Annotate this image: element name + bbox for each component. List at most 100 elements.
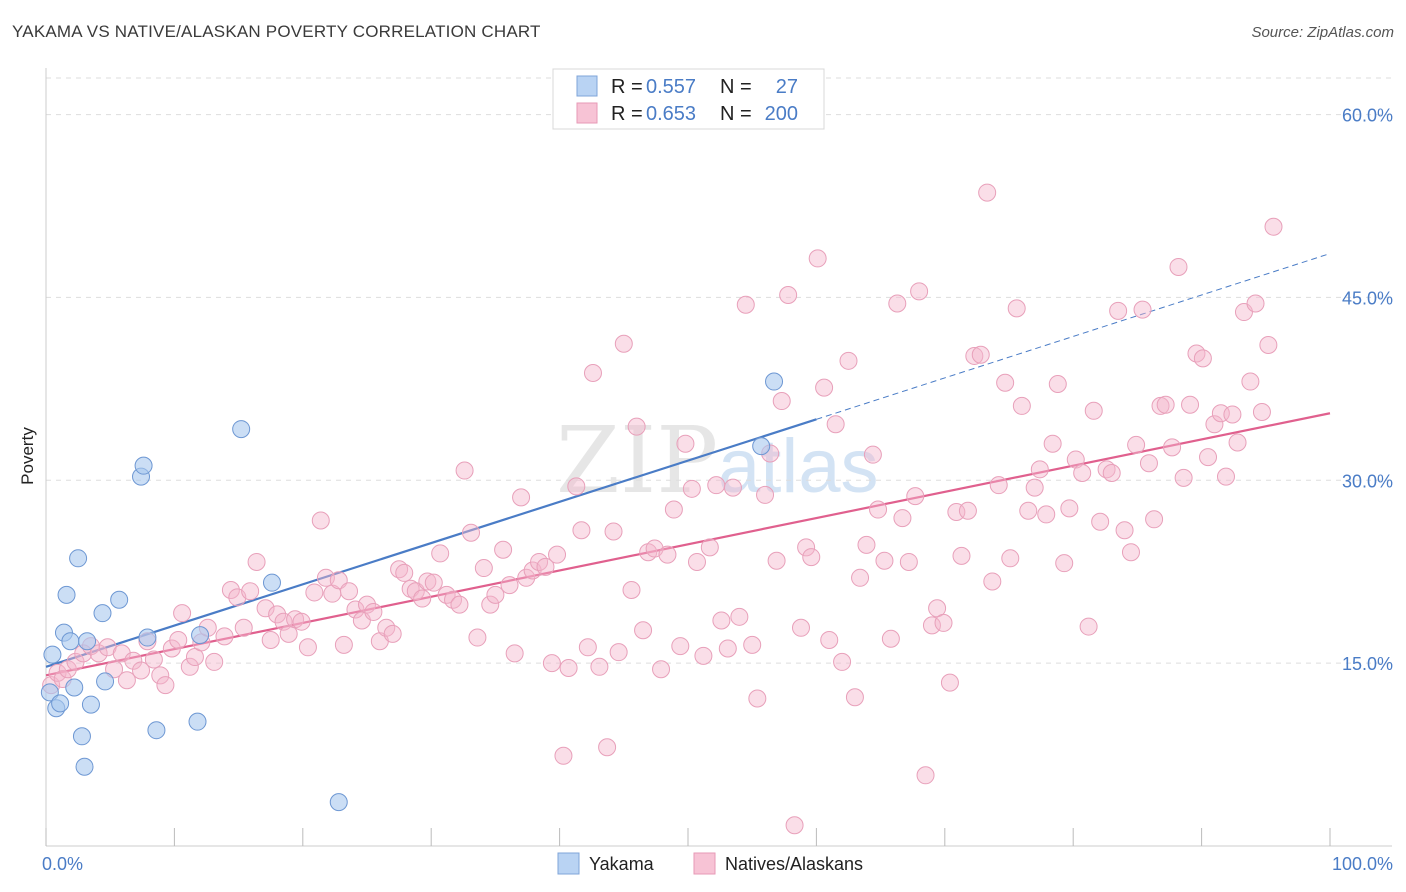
legend-r-label-2: R = — [611, 103, 643, 125]
natives-point — [820, 630, 839, 649]
yakama-point — [147, 721, 166, 740]
natives-point — [89, 644, 108, 663]
natives-point — [797, 538, 816, 557]
natives-point — [779, 285, 798, 304]
yakama-trend-extension — [816, 253, 1331, 420]
natives-point — [169, 630, 188, 649]
natives-point — [268, 605, 287, 624]
natives-point — [916, 766, 935, 785]
yakama-point — [232, 420, 251, 439]
natives-point — [151, 666, 170, 685]
natives-point — [1259, 335, 1278, 354]
natives-point — [1228, 433, 1247, 452]
natives-point — [1102, 463, 1121, 482]
natives-point — [494, 540, 513, 559]
natives-point — [604, 522, 623, 541]
natives-point — [144, 650, 163, 669]
natives-point — [839, 351, 858, 370]
natives-point — [910, 282, 929, 301]
natives-point — [802, 548, 821, 567]
natives-point — [481, 595, 500, 614]
natives-point — [893, 509, 912, 528]
series-legend: Yakama Natives/Alaskans — [557, 852, 863, 875]
trend-lines — [45, 253, 1331, 677]
natives-point — [748, 689, 767, 708]
natives-point — [652, 660, 671, 679]
natives-point — [598, 738, 617, 757]
natives-point — [718, 639, 737, 658]
yakama-point — [93, 604, 112, 623]
natives-point — [156, 676, 175, 695]
natives-point — [785, 816, 804, 835]
watermark: ZIP atlas — [556, 407, 879, 514]
natives-point — [983, 572, 1002, 591]
natives-point — [1139, 454, 1158, 473]
yakama-point — [75, 757, 94, 776]
natives-point — [462, 523, 481, 542]
natives-point — [1181, 395, 1200, 414]
natives-point — [58, 660, 77, 679]
natives-point — [112, 644, 131, 663]
natives-point — [1241, 372, 1260, 391]
natives-point — [474, 559, 493, 578]
natives-point — [241, 582, 260, 601]
natives-point — [311, 511, 330, 530]
natives-trend-line — [45, 412, 1331, 677]
yakama-points — [40, 372, 784, 812]
natives-point — [1169, 257, 1188, 276]
natives-point — [1073, 463, 1092, 482]
natives-point — [712, 611, 731, 630]
natives-point — [1060, 499, 1079, 518]
legend-n-label-1: N = — [720, 76, 752, 98]
legend-n-value-1: 27 — [776, 76, 798, 98]
yakama-point — [65, 678, 84, 697]
legend-swatch-natives — [576, 102, 598, 124]
natives-point — [1084, 401, 1103, 420]
natives-point — [548, 545, 567, 564]
natives-point — [756, 485, 775, 504]
natives-point — [1156, 395, 1175, 414]
natives-point — [559, 659, 578, 678]
natives-point — [965, 346, 984, 365]
natives-point — [978, 183, 997, 202]
natives-point — [899, 552, 918, 571]
natives-point — [694, 646, 713, 665]
natives-point — [517, 568, 536, 587]
natives-point — [390, 560, 409, 579]
natives-point — [205, 652, 224, 671]
natives-point — [1097, 460, 1116, 479]
natives-point — [346, 600, 365, 619]
x-tick-label: 100.0% — [1332, 854, 1393, 874]
natives-point — [940, 673, 959, 692]
yakama-point — [40, 683, 59, 702]
natives-point — [48, 663, 67, 682]
legend-r-value-2: 0.653 — [646, 103, 696, 125]
natives-point — [906, 487, 925, 506]
natives-point — [1115, 521, 1134, 540]
natives-point — [767, 551, 786, 570]
yakama-point — [69, 549, 88, 568]
natives-point — [971, 345, 990, 364]
natives-point — [117, 671, 136, 690]
natives-point — [1205, 415, 1224, 434]
natives-point — [395, 563, 414, 582]
natives-point — [1019, 501, 1038, 520]
natives-point — [1121, 543, 1140, 562]
natives-point — [424, 573, 443, 592]
natives-point — [418, 572, 437, 591]
natives-point — [542, 654, 561, 673]
natives-point — [888, 294, 907, 313]
natives-point — [700, 538, 719, 557]
natives-point — [958, 501, 977, 520]
yakama-point — [57, 585, 76, 604]
natives-point — [833, 652, 852, 671]
natives-point — [1133, 300, 1152, 319]
legend-n-label-2: N = — [720, 103, 752, 125]
natives-point — [413, 589, 432, 608]
y-axis-label: Poverty — [18, 427, 37, 485]
yakama-point — [138, 628, 157, 647]
natives-point — [215, 627, 234, 646]
natives-point — [1163, 438, 1182, 457]
yakama-point — [51, 694, 70, 713]
natives-point — [578, 638, 597, 657]
